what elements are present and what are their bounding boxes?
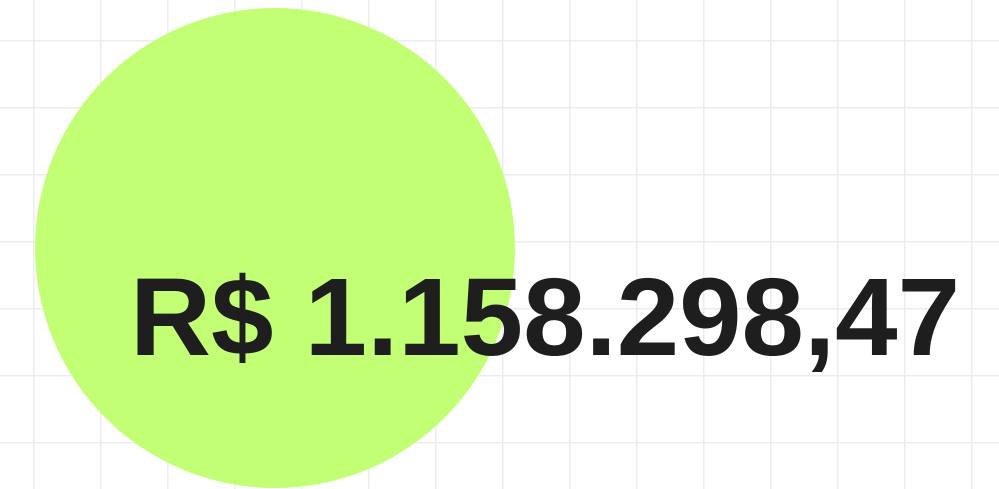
amount: R$ 1.158.298,47 [130, 256, 960, 379]
accent-circle [35, 8, 515, 488]
